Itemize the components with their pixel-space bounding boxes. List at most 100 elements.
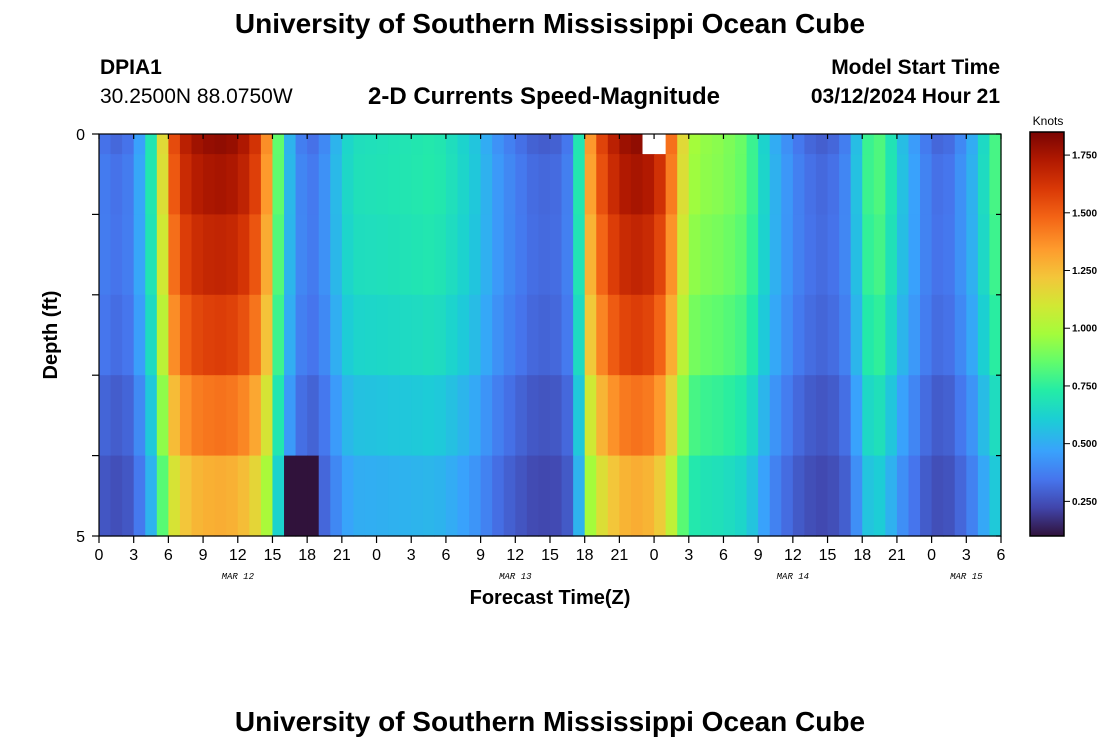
heatmap-cell xyxy=(226,375,239,457)
heatmap-cell xyxy=(619,134,632,155)
heatmap-cell xyxy=(688,154,701,215)
heatmap-cell xyxy=(908,455,921,537)
heatmap-cell xyxy=(515,154,528,215)
heatmap-cell xyxy=(630,375,644,457)
heatmap-cell xyxy=(99,154,112,215)
heatmap-cell xyxy=(411,214,424,296)
heatmap-cell xyxy=(364,134,378,155)
heatmap-cell xyxy=(249,294,262,376)
heatmap-cell xyxy=(862,375,875,457)
heatmap-cell xyxy=(411,375,424,457)
heatmap-cell xyxy=(249,154,262,215)
heatmap-cell xyxy=(769,375,782,457)
heatmap-cell xyxy=(850,134,863,155)
heatmap-cell xyxy=(700,375,713,457)
heatmap-cell xyxy=(769,154,782,215)
heatmap-cell xyxy=(735,134,748,155)
heatmap-cell xyxy=(272,214,285,296)
heatmap-cell xyxy=(920,375,933,457)
heatmap-cell xyxy=(445,214,459,296)
axes: 0 3 6 9 12 15 18 21 0 3 6 9 12 15 18 21 0 3 6 9 12 15 18 21 0 3 6 M… xyxy=(76,127,1005,582)
heatmap-cell xyxy=(156,375,169,457)
heatmap-cell xyxy=(179,375,193,457)
heatmap-cell xyxy=(469,154,482,215)
heatmap-cell xyxy=(388,294,401,376)
heatmap-cell xyxy=(896,294,910,376)
heatmap-cell xyxy=(99,455,112,537)
heatmap-cell xyxy=(492,154,505,215)
heatmap-cell xyxy=(989,375,1002,457)
heatmap-cell xyxy=(596,294,609,376)
heatmap-cell xyxy=(688,455,701,537)
heatmap-cell xyxy=(469,294,482,376)
heatmap-cell xyxy=(214,214,227,296)
heatmap-cell xyxy=(966,455,979,537)
heatmap-cell xyxy=(827,214,840,296)
heatmap-cell xyxy=(434,154,447,215)
heatmap-cell xyxy=(168,455,181,537)
heatmap-cell xyxy=(110,214,123,296)
heatmap-cell xyxy=(630,214,644,296)
heatmap-cell xyxy=(503,455,516,537)
heatmap-cell xyxy=(839,134,852,155)
heatmap-cell xyxy=(434,375,447,457)
heatmap-cell xyxy=(457,375,470,457)
x-tick-label: 15 xyxy=(819,547,837,564)
heatmap-cell xyxy=(688,214,701,296)
heatmap-cell xyxy=(977,455,991,537)
heatmap-cell xyxy=(526,154,540,215)
heatmap-cell xyxy=(839,455,852,537)
heatmap-cell xyxy=(272,294,285,376)
heatmap-cell xyxy=(179,154,193,215)
heatmap-cell xyxy=(954,455,967,537)
heatmap-cell xyxy=(758,455,771,537)
heatmap-cell xyxy=(133,455,146,537)
heatmap-cell xyxy=(723,134,736,155)
heatmap-cell xyxy=(237,455,250,537)
heatmap-cell xyxy=(758,294,771,376)
heatmap-cell xyxy=(353,214,366,296)
colorbar-tick-label: 1.250 xyxy=(1072,266,1097,277)
heatmap-cell xyxy=(735,455,748,537)
x-tick-label: 12 xyxy=(784,547,802,564)
heatmap-cell xyxy=(642,455,655,537)
heatmap-cell xyxy=(110,294,123,376)
heatmap-cell xyxy=(226,214,239,296)
heatmap-cell xyxy=(469,214,482,296)
heatmap-cell xyxy=(168,294,181,376)
heatmap-cell xyxy=(908,134,921,155)
heatmap-cell xyxy=(769,214,782,296)
heatmap-cell xyxy=(758,134,771,155)
heatmap-cell xyxy=(237,134,250,155)
heatmap-cell xyxy=(191,294,204,376)
heatmap-cell xyxy=(191,214,204,296)
heatmap-cell xyxy=(110,455,123,537)
heatmap-cell xyxy=(781,154,794,215)
heatmap-cell xyxy=(815,214,829,296)
heatmap-cell xyxy=(515,294,528,376)
heatmap-cell xyxy=(815,154,829,215)
heatmap-cell xyxy=(781,214,794,296)
heatmap-cell xyxy=(584,455,597,537)
heatmap-cell xyxy=(700,134,713,155)
heatmap-cell xyxy=(758,375,771,457)
heatmap-cell xyxy=(122,294,135,376)
heatmap-cell xyxy=(804,154,817,215)
heatmap-cell xyxy=(388,154,401,215)
heatmap-cell xyxy=(364,294,378,376)
heatmap-cell xyxy=(769,134,782,155)
heatmap-cell xyxy=(156,134,169,155)
heatmap-cell xyxy=(908,214,921,296)
heatmap-cell xyxy=(873,154,886,215)
heatmap-cell xyxy=(665,375,678,457)
heatmap-cell xyxy=(110,154,123,215)
heatmap-cell xyxy=(873,134,886,155)
heatmap-cell xyxy=(145,294,158,376)
heatmap-cell xyxy=(480,294,493,376)
heatmap-cell xyxy=(341,134,355,155)
heatmap-cell xyxy=(341,375,355,457)
heatmap-cell xyxy=(920,134,933,155)
heatmap-cell xyxy=(122,154,135,215)
heatmap-cell xyxy=(214,134,227,155)
